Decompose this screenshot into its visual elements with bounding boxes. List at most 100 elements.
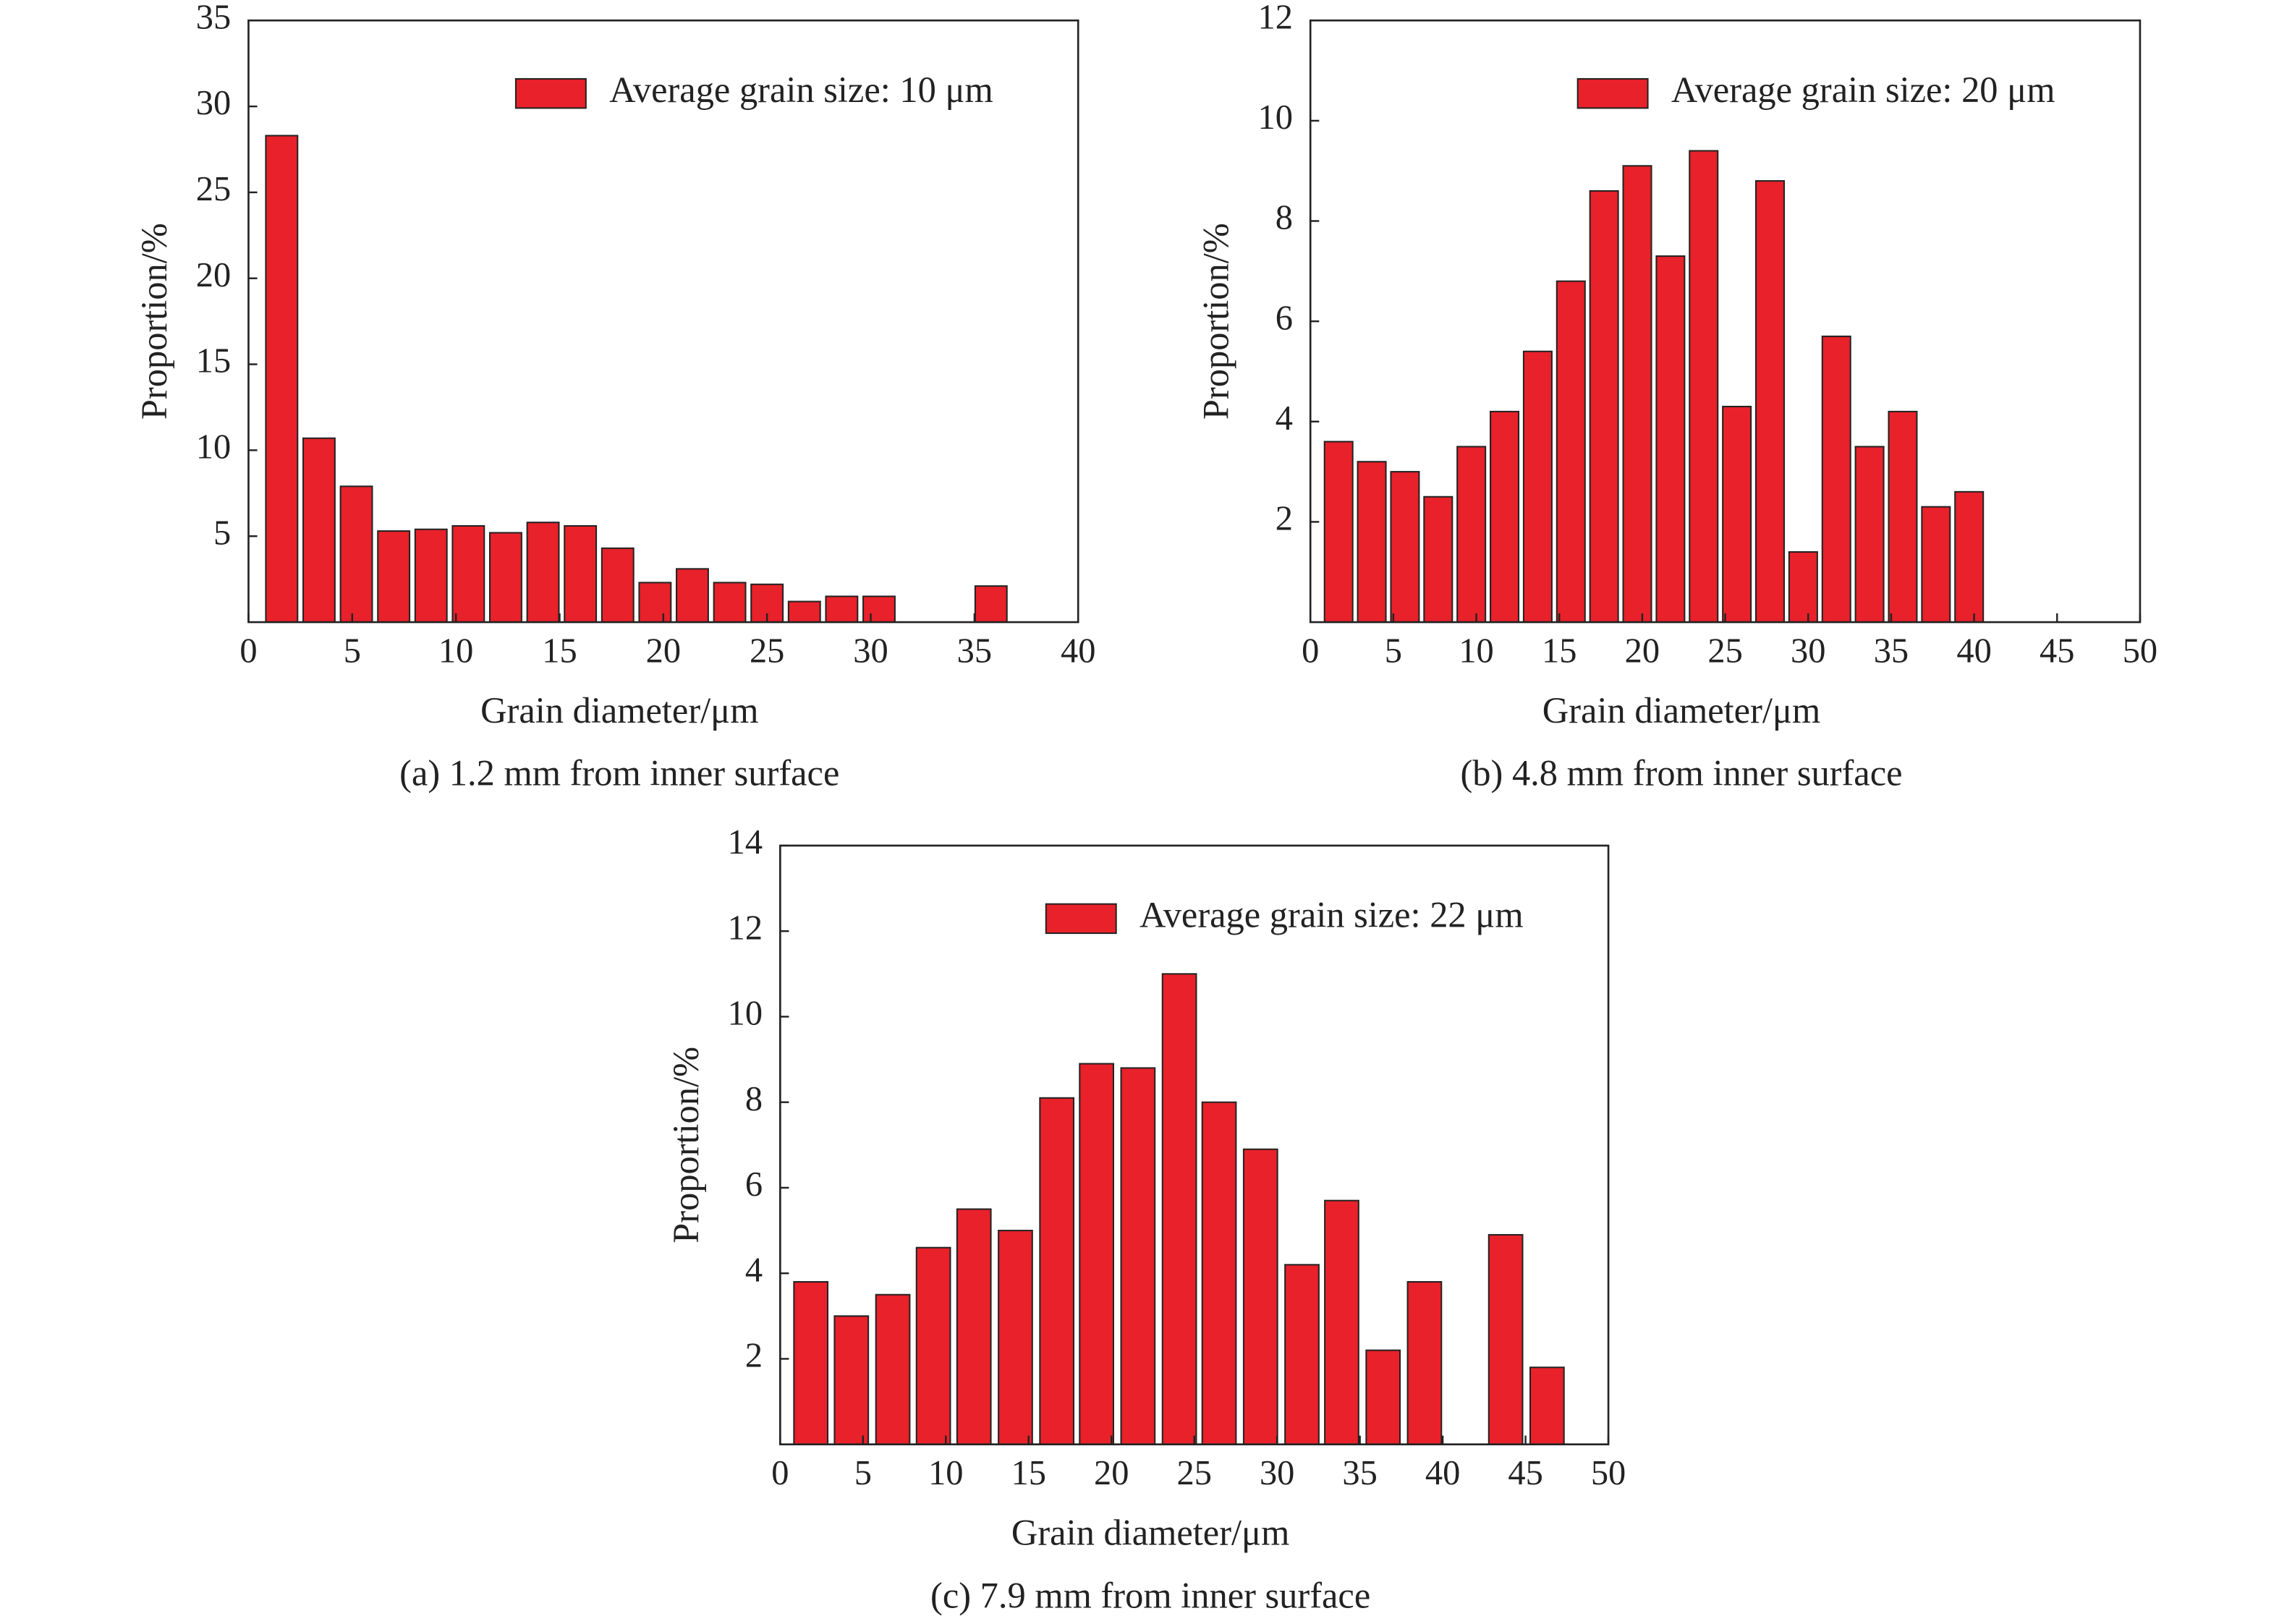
bar (526, 522, 560, 624)
bar (915, 1246, 951, 1445)
y-tick-label: 12 (1258, 0, 1293, 36)
bar (787, 600, 821, 624)
y-axis-label: Proportion/% (666, 1047, 706, 1243)
bar (1589, 190, 1619, 624)
bar (377, 530, 411, 624)
x-tick-label: 10 (1459, 632, 1493, 671)
y-tick-label: 4 (1276, 399, 1293, 438)
x-tick-label: 45 (2040, 632, 2074, 671)
bar (1284, 1264, 1320, 1445)
x-axis-label: Grain diameter/μm (1542, 690, 1820, 731)
bar (1120, 1067, 1156, 1445)
y-tick-label: 15 (196, 342, 231, 381)
bar (1888, 410, 1918, 624)
y-tick-label: 2 (1276, 500, 1293, 538)
bar (265, 135, 299, 624)
y-tick-label: 20 (196, 256, 231, 294)
bar (638, 582, 672, 624)
y-tick-label: 10 (1258, 98, 1293, 137)
bar (1357, 461, 1387, 624)
y-tick-label: 10 (196, 428, 231, 467)
bar (1201, 1101, 1237, 1445)
x-tick-label: 40 (1425, 1454, 1460, 1492)
caption: (c) 7.9 mm from inner surface (930, 1575, 1370, 1615)
x-tick-label: 0 (771, 1454, 789, 1492)
caption: (a) 1.2 mm from inner surface (399, 753, 839, 794)
bar (1423, 496, 1453, 624)
y-tick-label: 8 (1276, 199, 1293, 237)
bar (1365, 1349, 1401, 1445)
x-tick-label: 25 (1176, 1454, 1211, 1492)
bar (600, 547, 635, 624)
y-tick-label: 6 (745, 1165, 763, 1204)
x-tick-label: 35 (1342, 1454, 1377, 1492)
x-tick-label: 20 (1094, 1454, 1129, 1492)
bar (339, 485, 373, 624)
bar (1324, 1199, 1359, 1445)
legend-swatch (1576, 78, 1649, 109)
bar (1722, 405, 1752, 624)
bar (825, 595, 859, 624)
bar (974, 585, 1008, 624)
x-axis-label: Grain diameter/μm (480, 690, 758, 731)
bar (1390, 471, 1420, 624)
x-tick-label: 50 (2123, 632, 2157, 671)
caption: (b) 4.8 mm from inner surface (1460, 753, 1902, 794)
x-tick-label: 25 (750, 632, 784, 671)
x-tick-label: 40 (1061, 632, 1095, 671)
bar (1655, 255, 1686, 624)
x-axis-label: Grain diameter/μm (1011, 1512, 1289, 1552)
bar (489, 532, 522, 624)
x-tick-label: 25 (1707, 632, 1742, 671)
bar (1821, 335, 1851, 624)
y-axis-label: Proportion/% (134, 223, 174, 420)
bar (451, 524, 485, 624)
legend-label: Average grain size: 22 μm (1140, 894, 1524, 935)
bar (1490, 410, 1520, 624)
x-tick-label: 15 (1542, 632, 1576, 671)
bar (1556, 280, 1586, 624)
x-tick-label: 30 (1260, 1454, 1294, 1492)
x-tick-label: 35 (1874, 632, 1909, 671)
bar (1689, 150, 1719, 624)
bar (1242, 1148, 1278, 1445)
bar (713, 582, 747, 624)
bar (1954, 490, 1985, 624)
legend-swatch (1045, 903, 1117, 935)
y-axis-label: Proportion/% (1196, 223, 1236, 420)
y-tick-label: 30 (196, 84, 231, 122)
x-tick-label: 5 (344, 632, 361, 671)
y-tick-label: 12 (728, 909, 763, 947)
x-tick-label: 0 (239, 632, 257, 671)
x-tick-label: 30 (853, 632, 888, 671)
y-tick-label: 2 (745, 1337, 763, 1375)
bar (1161, 973, 1197, 1445)
y-tick-label: 14 (728, 823, 763, 862)
bar (1039, 1097, 1075, 1445)
x-tick-label: 50 (1591, 1454, 1626, 1492)
x-tick-label: 45 (1508, 1454, 1542, 1492)
bar (1921, 506, 1951, 624)
x-tick-label: 0 (1302, 632, 1319, 671)
bar (1456, 446, 1487, 624)
bar (1522, 350, 1553, 624)
y-tick-label: 35 (196, 0, 231, 36)
bar (833, 1315, 870, 1445)
bar (302, 437, 336, 624)
x-tick-label: 5 (854, 1454, 872, 1492)
bar (676, 568, 709, 624)
y-tick-label: 5 (213, 514, 231, 552)
bar (414, 528, 448, 624)
x-tick-label: 40 (1956, 632, 1991, 671)
bar (875, 1293, 911, 1445)
bar (1323, 441, 1354, 624)
bar (564, 524, 598, 624)
bar (1788, 550, 1818, 624)
bar (1854, 446, 1885, 624)
y-tick-label: 25 (196, 170, 231, 208)
bar (1406, 1280, 1443, 1445)
bar (998, 1230, 1033, 1445)
y-tick-label: 4 (745, 1251, 763, 1289)
x-tick-label: 20 (1625, 632, 1660, 671)
